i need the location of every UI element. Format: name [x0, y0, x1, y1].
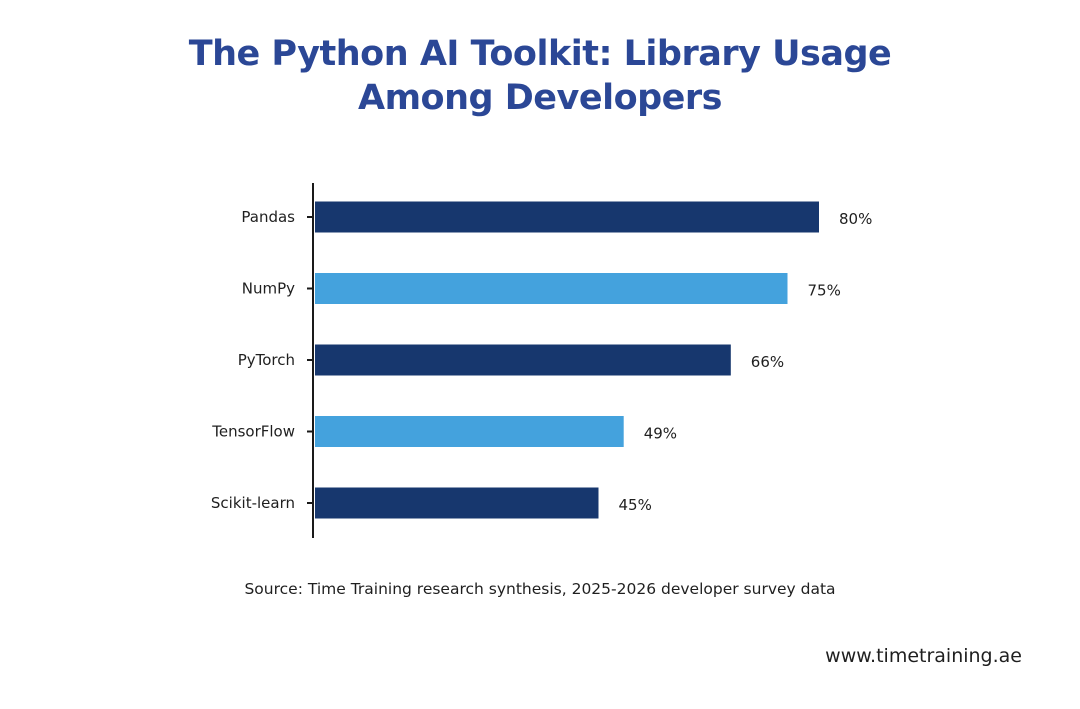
value-label: 80% [839, 210, 872, 228]
value-label: 49% [644, 425, 677, 443]
category-label: TensorFlow [211, 423, 295, 441]
bar-pytorch [315, 344, 731, 376]
bar-scikit-learn [315, 487, 599, 519]
bar-tensorflow [315, 416, 624, 447]
value-label: 45% [619, 496, 652, 514]
value-label: 66% [751, 353, 784, 371]
bar-numpy [315, 273, 788, 304]
chart-title-line-1: The Python AI Toolkit: Library Usage [188, 34, 892, 74]
category-label: NumPy [242, 280, 295, 298]
bar-pandas [315, 201, 819, 233]
category-label: PyTorch [238, 351, 295, 369]
source-note: Source: Time Training research synthesis… [244, 580, 836, 598]
chart-title: The Python AI Toolkit: Library Usage Amo… [0, 32, 1080, 120]
value-label: 75% [808, 282, 841, 300]
website-link[interactable]: www.timetraining.ae [825, 645, 1022, 667]
category-label: Pandas [241, 208, 295, 226]
category-label: Scikit-learn [211, 494, 295, 512]
chart-title-line-2: Among Developers [357, 78, 723, 118]
